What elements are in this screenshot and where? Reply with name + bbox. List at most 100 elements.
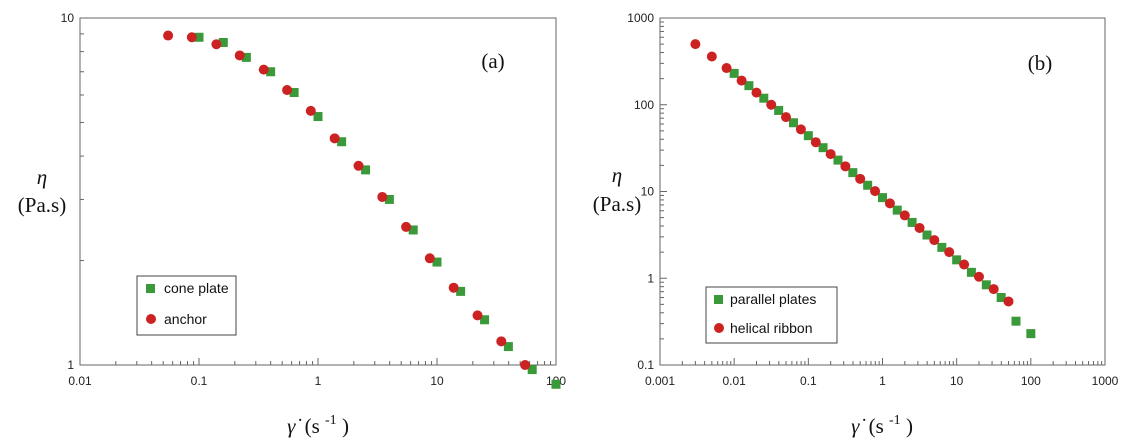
point-anchor (424, 253, 435, 264)
point-helical-ribbon (706, 51, 717, 62)
x-axis-label: γ̇ (s -1 ) (851, 405, 913, 438)
point-cone-plate (218, 37, 228, 47)
legend-marker-anchor (146, 314, 156, 324)
point-helical-ribbon (855, 173, 866, 184)
x-axis-exponent: -1 (325, 413, 337, 428)
legend-label-anchor: anchor (164, 311, 207, 327)
point-helical-ribbon (825, 149, 836, 160)
point-anchor (401, 221, 412, 232)
point-helical-ribbon (870, 186, 881, 197)
point-parallel-plates (966, 267, 976, 277)
x-axis-symbol: γ̇ (287, 414, 301, 438)
point-cone-plate (503, 342, 513, 352)
point-parallel-plates (729, 68, 739, 78)
point-helical-ribbon (690, 39, 701, 50)
point-parallel-plates (863, 180, 873, 190)
panel-label: (b) (1028, 51, 1053, 75)
point-helical-ribbon (973, 271, 984, 282)
x-axis-unit: (s (305, 414, 320, 438)
axis-ticks (659, 21, 1103, 366)
point-anchor (234, 50, 245, 61)
point-anchor (186, 32, 197, 43)
legend-label-helical-ribbon: helical ribbon (730, 320, 813, 336)
point-helical-ribbon (884, 198, 895, 209)
x-axis-close: ) (906, 414, 913, 438)
point-parallel-plates (892, 205, 902, 215)
point-cone-plate (408, 225, 418, 235)
point-cone-plate (266, 67, 276, 77)
point-helical-ribbon (988, 284, 999, 295)
point-parallel-plates (922, 230, 932, 240)
point-parallel-plates (907, 217, 917, 227)
point-anchor (305, 105, 316, 116)
x-tick-label: 0.01 (722, 374, 746, 388)
point-parallel-plates (937, 242, 947, 252)
point-cone-plate (456, 286, 466, 296)
point-parallel-plates (803, 131, 813, 141)
legend-marker-helical-ribbon (714, 323, 724, 333)
data-points (690, 39, 1036, 339)
legend-box (136, 275, 237, 336)
point-anchor (282, 85, 293, 96)
point-anchor (520, 360, 531, 370)
point-cone-plate (241, 52, 251, 62)
point-cone-plate (194, 32, 204, 42)
point-anchor (258, 64, 269, 75)
point-helical-ribbon (736, 75, 747, 86)
point-helical-ribbon (1003, 296, 1014, 307)
point-cone-plate (361, 165, 371, 175)
point-helical-ribbon (899, 210, 910, 221)
legend-label-cone-plate: cone plate (164, 280, 229, 296)
x-tick-label: 1 (315, 374, 322, 388)
panel-label: (a) (481, 49, 504, 73)
legend-box (705, 286, 838, 344)
point-anchor (211, 39, 222, 50)
x-tick-label: 100 (1021, 374, 1041, 388)
point-helical-ribbon (914, 222, 925, 233)
point-helical-ribbon (781, 112, 792, 123)
point-parallel-plates (981, 280, 991, 290)
chart-panel-b: 0.001 0.01 0.1 1 10 100 1000 0.1 1 10 100 1000 (b)… (593, 11, 1119, 438)
x-axis-exponent: -1 (889, 413, 901, 428)
y-tick-label: 1000 (627, 11, 654, 25)
x-axis-symbol: γ̇ (851, 414, 865, 438)
point-helical-ribbon (959, 259, 970, 270)
point-helical-ribbon (810, 137, 821, 148)
x-axis-close: ) (342, 414, 349, 438)
legend-label-parallel-plates: parallel plates (730, 291, 816, 307)
point-anchor (353, 160, 364, 171)
y-axis-unit: (Pa.s) (593, 192, 641, 216)
point-anchor (472, 310, 483, 321)
y-axis-symbol: η (37, 165, 47, 189)
x-tick-labels: 0.001 0.01 0.1 1 10 100 1000 (645, 374, 1119, 388)
point-helical-ribbon (840, 161, 851, 172)
point-parallel-plates (996, 292, 1006, 302)
point-anchor (329, 133, 340, 144)
legend-marker-cone-plate (146, 284, 155, 293)
point-cone-plate (432, 257, 442, 267)
legend: cone plate anchor (136, 275, 237, 336)
point-parallel-plates (833, 155, 843, 165)
point-cone-plate (480, 315, 490, 325)
x-tick-label: 0.001 (645, 374, 675, 388)
y-tick-label: 0.1 (637, 358, 654, 372)
point-helical-ribbon (929, 235, 940, 246)
point-cone-plate (527, 365, 537, 375)
point-cone-plate (384, 194, 394, 204)
point-cone-plate (313, 112, 323, 122)
y-axis-symbol: η (612, 163, 622, 187)
point-parallel-plates (818, 143, 828, 153)
point-parallel-plates (759, 93, 769, 103)
x-axis-unit: (s (869, 414, 884, 438)
point-helical-ribbon (766, 99, 777, 110)
x-axis-label: γ̇ (s -1 ) (287, 405, 349, 438)
x-tick-label: 1000 (1092, 374, 1119, 388)
y-axis-unit: (Pa.s) (18, 193, 66, 217)
y-tick-label: 1 (67, 358, 74, 372)
x-tick-label: 10 (430, 374, 444, 388)
legend: parallel plates helical ribbon (705, 286, 838, 344)
point-helical-ribbon (751, 87, 762, 98)
